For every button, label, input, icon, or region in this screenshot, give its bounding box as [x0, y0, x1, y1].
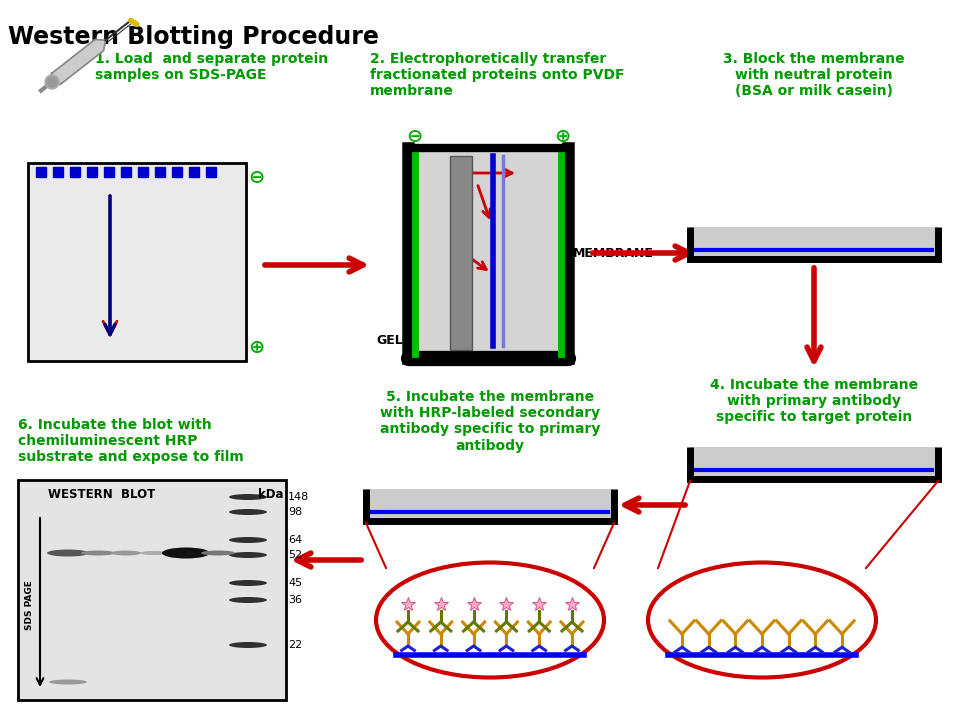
Bar	[172, 167, 182, 177]
Bar	[53, 167, 63, 177]
Text: 98: 98	[288, 507, 302, 517]
Ellipse shape	[200, 551, 235, 556]
Text: 64: 64	[288, 535, 302, 545]
Bar	[104, 167, 113, 177]
Bar	[36, 167, 46, 177]
FancyBboxPatch shape	[450, 156, 471, 350]
Ellipse shape	[140, 551, 168, 555]
Ellipse shape	[229, 642, 267, 648]
Bar	[155, 167, 165, 177]
Polygon shape	[50, 39, 106, 84]
Text: MEMBRANE: MEMBRANE	[572, 246, 653, 259]
FancyBboxPatch shape	[28, 163, 245, 361]
Bar	[189, 167, 199, 177]
Ellipse shape	[229, 509, 267, 515]
FancyBboxPatch shape	[366, 489, 613, 521]
Text: 4. Incubate the membrane
with primary antibody
specific to target protein: 4. Incubate the membrane with primary an…	[709, 378, 917, 425]
FancyBboxPatch shape	[18, 480, 286, 700]
Ellipse shape	[229, 537, 267, 543]
Ellipse shape	[111, 551, 141, 556]
Text: 22: 22	[288, 640, 302, 650]
Text: 52: 52	[288, 550, 302, 560]
Ellipse shape	[47, 549, 89, 556]
Text: ⊖: ⊖	[406, 127, 422, 145]
Text: ⊕: ⊕	[554, 127, 569, 145]
Ellipse shape	[647, 563, 875, 677]
Text: WESTERN  BLOT: WESTERN BLOT	[48, 488, 156, 501]
Bar	[70, 167, 80, 177]
Ellipse shape	[49, 679, 87, 684]
Text: 36: 36	[288, 595, 301, 605]
Text: 148: 148	[288, 492, 309, 502]
FancyBboxPatch shape	[689, 447, 937, 479]
Ellipse shape	[81, 551, 114, 556]
Text: 2. Electrophoretically transfer
fractionated proteins onto PVDF
membrane: 2. Electrophoretically transfer fraction…	[370, 52, 624, 98]
Ellipse shape	[229, 494, 267, 500]
FancyBboxPatch shape	[416, 150, 559, 356]
Text: GEL: GEL	[376, 334, 403, 347]
Circle shape	[47, 77, 57, 87]
Bar	[138, 167, 148, 177]
Ellipse shape	[161, 548, 210, 558]
Text: Western Blotting Procedure: Western Blotting Procedure	[8, 25, 378, 49]
FancyBboxPatch shape	[689, 227, 937, 259]
Bar	[205, 167, 216, 177]
Ellipse shape	[376, 563, 603, 677]
Ellipse shape	[229, 580, 267, 586]
Text: SDS PAGE: SDS PAGE	[24, 580, 33, 630]
Text: 45: 45	[288, 578, 302, 588]
Circle shape	[45, 75, 59, 89]
Text: ⊖: ⊖	[247, 168, 264, 186]
Ellipse shape	[229, 552, 267, 558]
Bar	[121, 167, 131, 177]
Text: 6. Incubate the blot with
chemiluminescent HRP
substrate and expose to film: 6. Incubate the blot with chemiluminesce…	[18, 418, 244, 465]
Text: 1. Load  and separate protein
samples on SDS-PAGE: 1. Load and separate protein samples on …	[95, 52, 328, 82]
Ellipse shape	[229, 597, 267, 603]
Text: kDa: kDa	[258, 488, 284, 501]
Text: 3. Block the membrane
with neutral protein
(BSA or milk casein): 3. Block the membrane with neutral prote…	[723, 52, 904, 98]
Text: ⊕: ⊕	[247, 337, 264, 357]
Text: 5. Incubate the membrane
with HRP-labeled secondary
antibody specific to primary: 5. Incubate the membrane with HRP-labele…	[379, 390, 600, 453]
Bar	[87, 167, 97, 177]
